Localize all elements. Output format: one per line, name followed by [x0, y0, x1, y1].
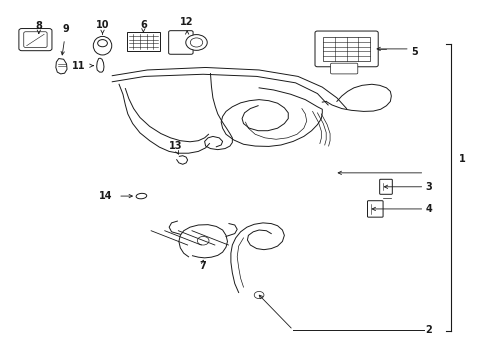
Circle shape: [98, 40, 107, 47]
FancyBboxPatch shape: [314, 31, 377, 67]
Ellipse shape: [93, 36, 112, 55]
Text: 10: 10: [96, 20, 109, 30]
Circle shape: [190, 38, 203, 47]
Bar: [126, 32, 160, 51]
Text: 5: 5: [410, 47, 417, 57]
Text: 13: 13: [168, 141, 182, 151]
Circle shape: [185, 35, 207, 50]
Ellipse shape: [136, 193, 146, 199]
FancyBboxPatch shape: [24, 32, 47, 48]
Text: 11: 11: [71, 61, 85, 71]
FancyBboxPatch shape: [330, 63, 357, 74]
Text: 14: 14: [99, 191, 112, 201]
Circle shape: [197, 237, 208, 245]
Text: 12: 12: [180, 17, 193, 27]
FancyBboxPatch shape: [168, 31, 193, 54]
Text: 3: 3: [425, 182, 431, 192]
Polygon shape: [97, 58, 104, 72]
Text: 1: 1: [458, 154, 465, 163]
Text: 4: 4: [425, 203, 431, 213]
Text: 7: 7: [200, 261, 206, 271]
Text: 2: 2: [425, 325, 431, 335]
FancyBboxPatch shape: [367, 201, 382, 217]
Polygon shape: [56, 59, 67, 74]
Text: 8: 8: [35, 21, 42, 31]
Text: 6: 6: [140, 20, 146, 30]
FancyBboxPatch shape: [19, 28, 52, 51]
FancyBboxPatch shape: [379, 179, 391, 194]
Circle shape: [254, 292, 264, 298]
Text: 9: 9: [62, 24, 69, 34]
Polygon shape: [176, 156, 187, 164]
Bar: [323, 37, 369, 61]
